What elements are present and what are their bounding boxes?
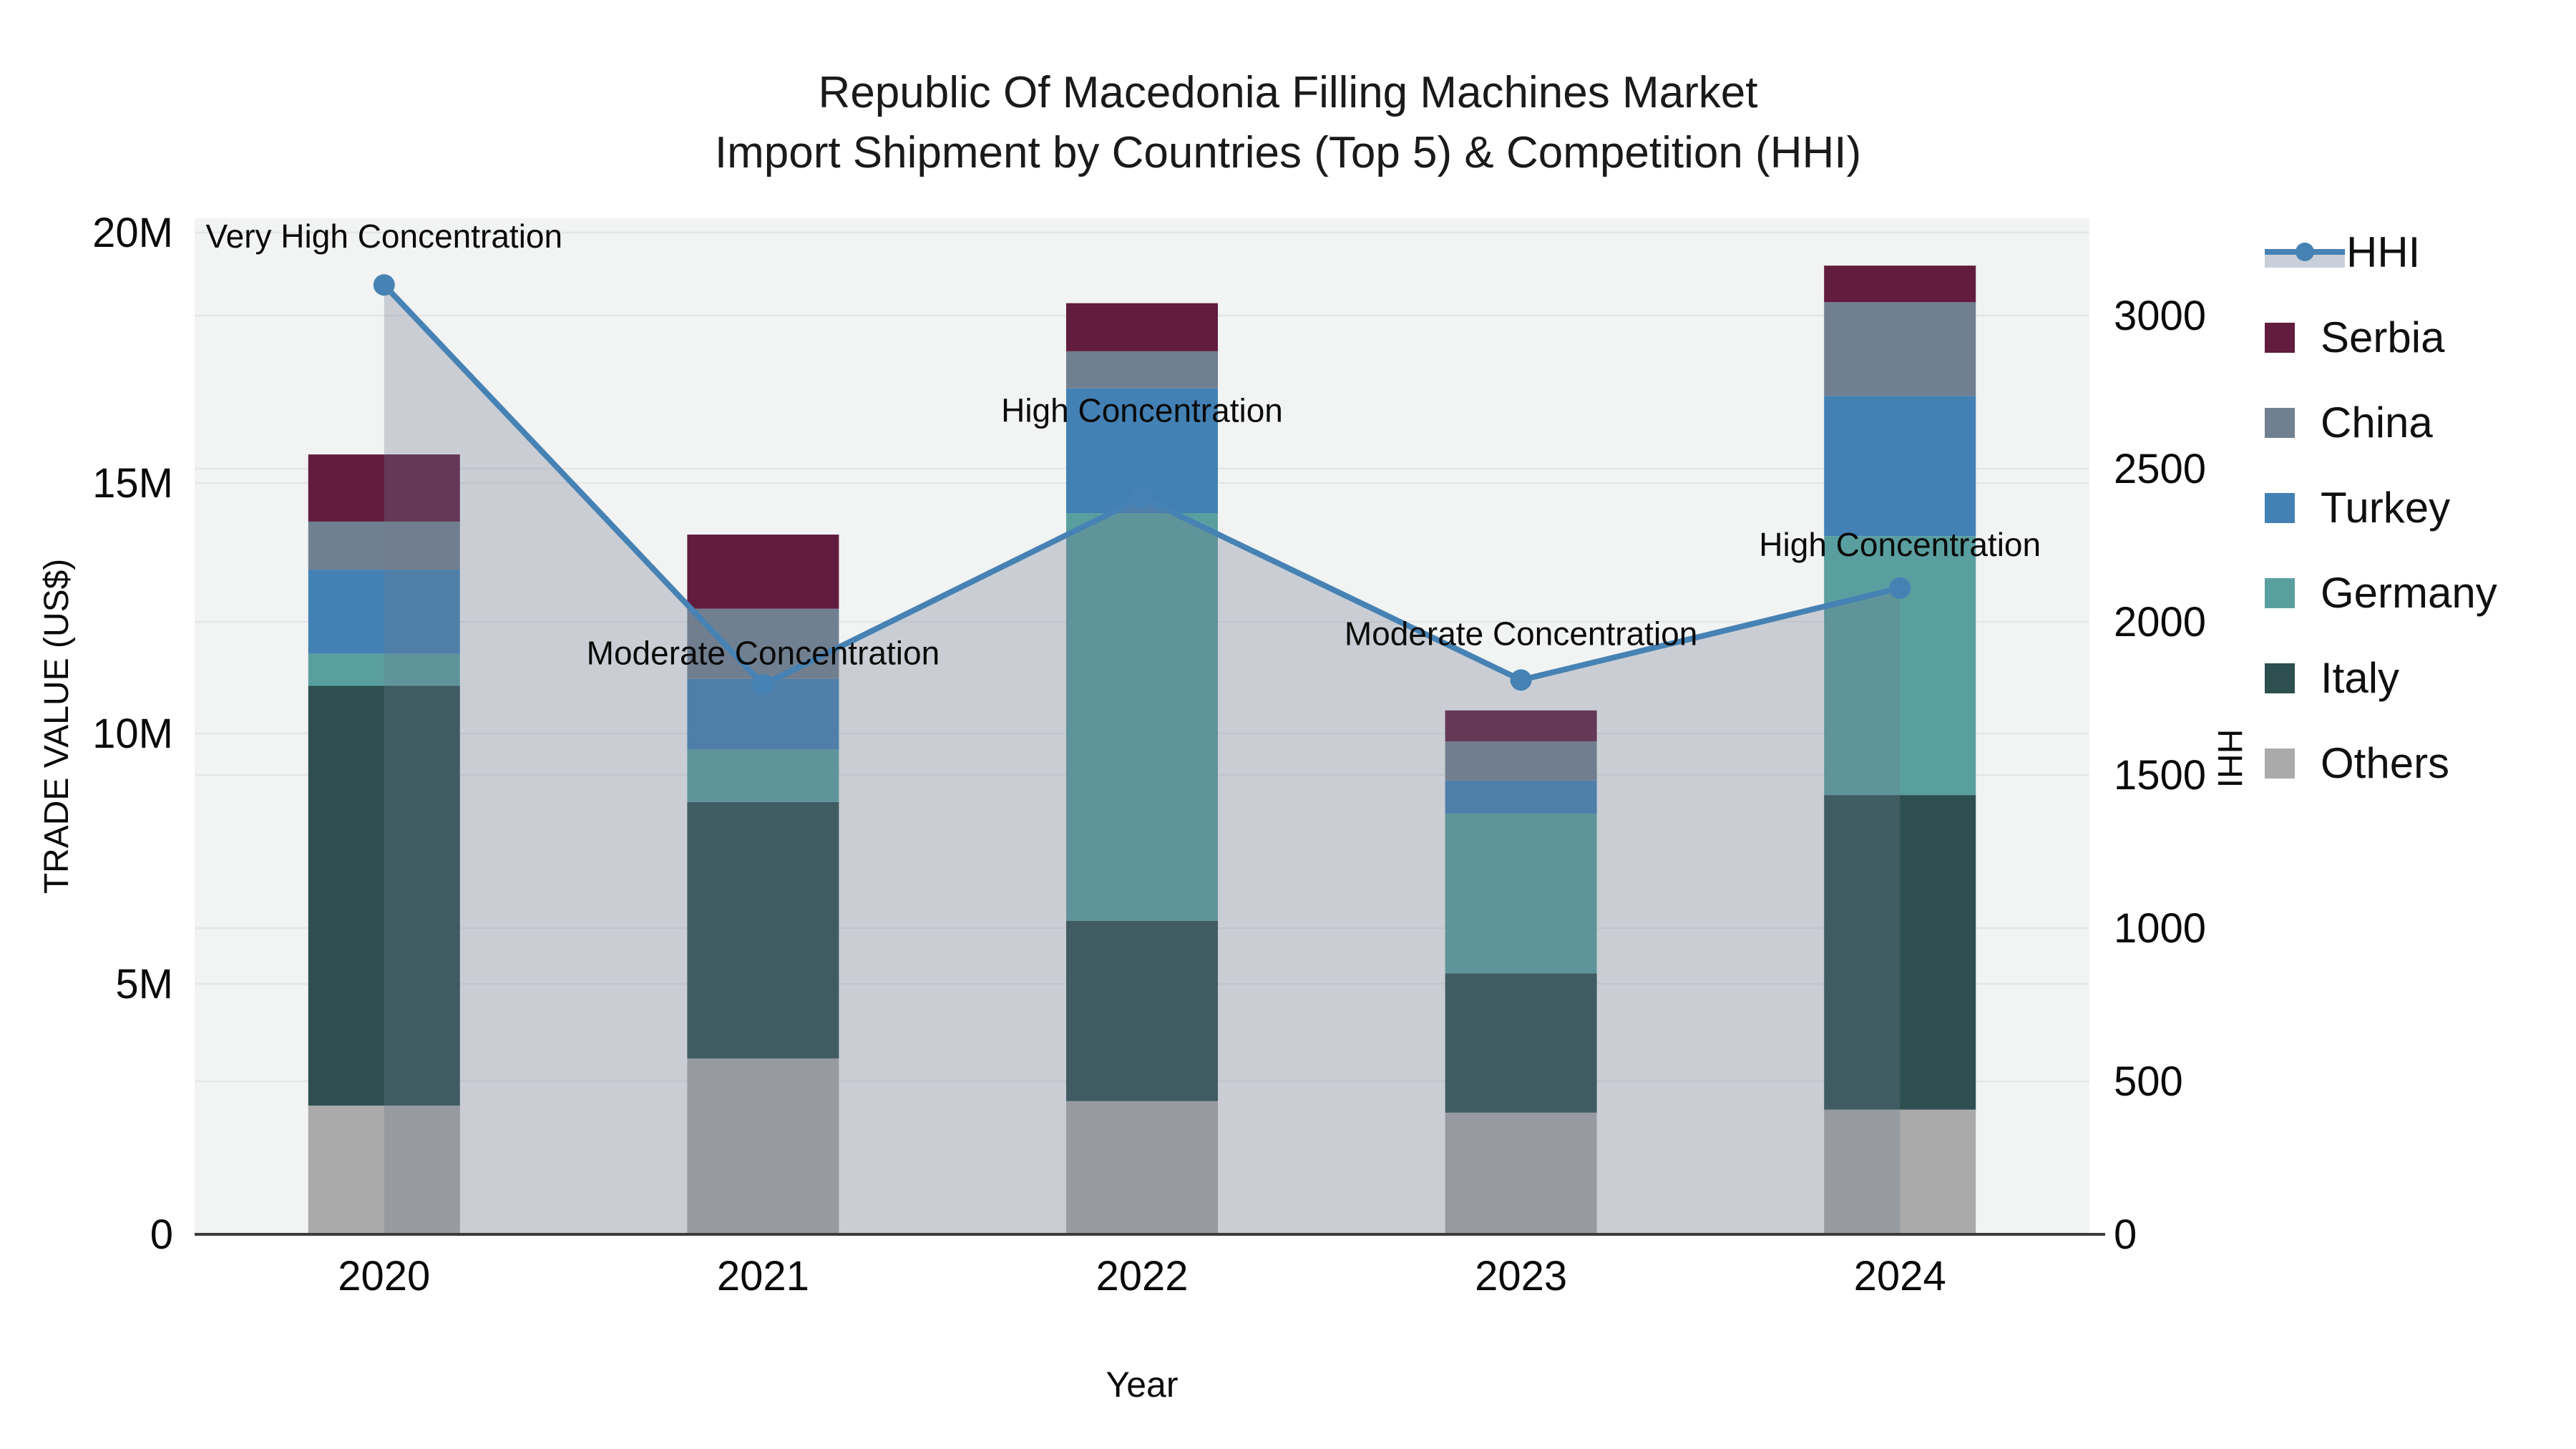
x-tick-label-2023: 2023 — [1475, 1253, 1567, 1299]
bar-segment-turkey-2020[interactable] — [308, 570, 460, 654]
bar-segment-italy-2023[interactable] — [1445, 973, 1597, 1113]
chart-title-line2: Import Shipment by Countries (Top 5) & C… — [714, 127, 1862, 177]
serbia-swatch-icon — [2265, 322, 2295, 353]
y-left-tick-label: 10M — [92, 711, 173, 757]
y-right-tick-label: 500 — [2114, 1058, 2183, 1105]
turkey-swatch-icon — [2265, 492, 2295, 523]
bar-segment-serbia-2020[interactable] — [308, 454, 460, 522]
legend-label-germany: Germany — [2321, 569, 2497, 617]
annotation-2022: High Concentration — [1001, 392, 1283, 429]
y-left-tick-label: 20M — [92, 210, 173, 256]
bar-segment-turkey-2024[interactable] — [1824, 396, 1976, 537]
bar-segment-others-2022[interactable] — [1066, 1101, 1218, 1234]
bar-segment-china-2021[interactable] — [687, 608, 839, 679]
annotation-2020: Very High Concentration — [205, 218, 562, 255]
y-right-tick-label: 0 — [2114, 1211, 2137, 1258]
bar-segment-italy-2021[interactable] — [687, 801, 839, 1059]
y-right-tick-label: 1500 — [2114, 752, 2206, 799]
italy-swatch-icon — [2265, 663, 2295, 693]
bar-segment-italy-2022[interactable] — [1066, 920, 1218, 1101]
chart-title: Republic Of Macedonia Filling Machines M… — [0, 63, 2576, 182]
y-right-tick-label: 2000 — [2114, 599, 2206, 645]
hhi-line-symbol — [2265, 242, 2345, 268]
bar-segment-italy-2024[interactable] — [1824, 795, 1976, 1110]
legend-item-china[interactable]: China — [2265, 398, 2497, 447]
legend-label-serbia: Serbia — [2321, 313, 2445, 361]
hhi-marker-2024[interactable] — [1889, 577, 1911, 599]
legend-label-turkey: Turkey — [2321, 484, 2451, 532]
bar-segment-serbia-2022[interactable] — [1066, 303, 1218, 351]
hhi-marker-2023[interactable] — [1510, 669, 1532, 691]
bar-segment-china-2024[interactable] — [1824, 302, 1976, 396]
y-left-tick-label: 5M — [115, 961, 173, 1008]
bar-segment-china-2020[interactable] — [308, 521, 460, 570]
legend-item-italy[interactable]: Italy — [2265, 653, 2497, 703]
hhi-marker-2020[interactable] — [373, 274, 395, 296]
hhi-marker-2021[interactable] — [752, 673, 774, 696]
others-swatch-icon — [2265, 748, 2295, 779]
x-tick-label-2022: 2022 — [1096, 1253, 1188, 1299]
bar-segment-serbia-2023[interactable] — [1445, 710, 1597, 742]
legend-label-china: China — [2321, 399, 2433, 447]
bar-segment-china-2023[interactable] — [1445, 741, 1597, 781]
annotation-2023: Moderate Concentration — [1345, 615, 1698, 652]
y-right-tick-label: 2500 — [2114, 446, 2206, 492]
legend-label-hhi: HHI — [2346, 228, 2421, 276]
bar-segment-others-2024[interactable] — [1824, 1109, 1976, 1234]
legend-item-turkey[interactable]: Turkey — [2265, 483, 2497, 532]
legend-item-germany[interactable]: Germany — [2265, 568, 2497, 618]
legend-item-serbia[interactable]: Serbia — [2265, 313, 2497, 362]
x-axis-title: Year — [1106, 1365, 1178, 1405]
bar-segment-others-2020[interactable] — [308, 1106, 460, 1234]
bar-segment-others-2021[interactable] — [687, 1058, 839, 1234]
bar-segment-germany-2021[interactable] — [687, 749, 839, 802]
x-tick-label-2021: 2021 — [717, 1253, 809, 1299]
annotation-2021: Moderate Concentration — [587, 635, 940, 672]
bar-segment-italy-2020[interactable] — [308, 686, 460, 1106]
legend-label-italy: Italy — [2321, 654, 2400, 702]
legend-item-hhi[interactable]: HHI — [2265, 228, 2497, 277]
bar-segment-germany-2020[interactable] — [308, 653, 460, 686]
y-left-axis-title: TRADE VALUE (US$) — [38, 559, 76, 894]
bar-segment-germany-2023[interactable] — [1445, 814, 1597, 974]
y-right-tick-label: 1000 — [2114, 905, 2206, 952]
y-right-axis-title: HHI — [2210, 729, 2248, 789]
y-right-tick-label: 3000 — [2114, 293, 2206, 339]
legend: HHI Serbia China Turkey Germany Italy Others — [2265, 228, 2497, 788]
bar-segment-germany-2022[interactable] — [1066, 513, 1218, 921]
x-tick-label-2024: 2024 — [1854, 1253, 1946, 1299]
legend-item-others[interactable]: Others — [2265, 738, 2497, 788]
bar-segment-serbia-2021[interactable] — [687, 535, 839, 609]
hhi-area-fill — [384, 285, 1901, 1235]
bar-segment-turkey-2023[interactable] — [1445, 780, 1597, 814]
y-left-tick-label: 0 — [150, 1211, 173, 1258]
hhi-marker-2022[interactable] — [1131, 487, 1153, 509]
china-swatch-icon — [2265, 407, 2295, 438]
y-left-tick-label: 15M — [92, 460, 173, 507]
bar-segment-serbia-2024[interactable] — [1824, 265, 1976, 303]
bar-segment-china-2022[interactable] — [1066, 351, 1218, 389]
bar-segment-others-2023[interactable] — [1445, 1112, 1597, 1234]
germany-swatch-icon — [2265, 577, 2295, 608]
chart-title-line1: Republic Of Macedonia Filling Machines M… — [818, 68, 1758, 117]
x-tick-label-2020: 2020 — [338, 1253, 430, 1299]
annotation-2024: High Concentration — [1759, 526, 2041, 563]
legend-label-others: Others — [2321, 739, 2450, 787]
